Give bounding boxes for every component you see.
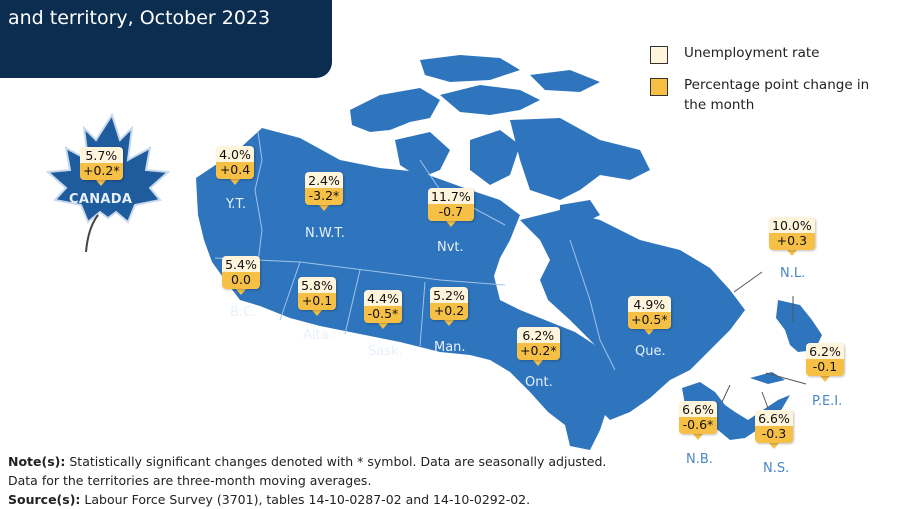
label-man: Man. <box>434 340 466 355</box>
label-nl: N.L. <box>780 266 806 281</box>
change-value: -0.6* <box>679 417 717 434</box>
callout-pointer <box>820 376 830 382</box>
canada-label: CANADA <box>69 192 133 207</box>
callout-pei: 6.2% -0.1 <box>806 343 844 382</box>
rate-value: 6.6% <box>755 410 793 426</box>
rate-value: 5.2% <box>430 287 468 303</box>
mainland <box>196 55 822 450</box>
label-nwt: N.W.T. <box>305 226 345 241</box>
legend-label-change: Percentage point change in the month <box>684 77 870 113</box>
callout-yt: 4.0% +0.4 <box>216 146 254 185</box>
label-que: Que. <box>635 344 666 359</box>
callout-pointer <box>786 250 797 256</box>
legend: Unemployment rate Percentage point chang… <box>650 43 884 126</box>
callout-canada: 5.7% +0.2* <box>80 147 123 186</box>
note-label: Note(s): <box>8 454 66 469</box>
callout-pointer <box>96 180 107 186</box>
change-value: +0.4 <box>216 162 254 179</box>
callout-man: 5.2% +0.2 <box>430 287 468 326</box>
callout-pointer <box>444 320 454 326</box>
label-pei: P.E.I. <box>812 394 843 409</box>
legend-item-change: Percentage point change in the month <box>650 75 884 115</box>
label-bc: B.C. <box>230 305 257 320</box>
legend-swatch-change <box>650 78 668 96</box>
change-value: -0.7 <box>428 204 474 221</box>
label-ns: N.S. <box>763 461 790 476</box>
rate-value: 6.2% <box>517 327 560 343</box>
change-value: +0.3 <box>769 233 815 250</box>
title-banner: Unemployment rate by province and territ… <box>0 0 332 78</box>
callout-nwt: 2.4% -3.2* <box>305 172 343 211</box>
callout-pointer <box>769 443 779 449</box>
leader-lines <box>721 271 807 409</box>
note-line: Note(s): Statistically significant chang… <box>8 452 608 490</box>
callout-pointer <box>319 205 329 211</box>
map-title: Unemployment rate by province and territ… <box>8 0 316 29</box>
callout-bc: 5.4% 0.0 <box>222 256 260 295</box>
callout-ont: 6.2% +0.2* <box>517 327 560 366</box>
change-value: -3.2* <box>305 188 343 205</box>
rate-value: 5.8% <box>298 277 336 293</box>
label-yt: Y.T. <box>226 197 246 212</box>
legend-item-rate: Unemployment rate <box>650 43 884 64</box>
rate-value: 4.4% <box>364 290 402 306</box>
callout-sask: 4.4% -0.5* <box>364 290 402 329</box>
callout-pointer <box>312 310 322 316</box>
callout-alta: 5.8% +0.1 <box>298 277 336 316</box>
callout-pointer <box>236 289 246 295</box>
change-value: -0.3 <box>755 426 793 443</box>
callout-nl: 10.0% +0.3 <box>769 217 815 256</box>
callout-que: 4.9% +0.5* <box>628 296 671 335</box>
callout-pointer <box>693 434 703 440</box>
rate-value: 11.7% <box>428 188 474 204</box>
rate-value: 5.7% <box>80 147 123 163</box>
legend-label-rate: Unemployment rate <box>684 45 820 61</box>
callout-pointer <box>378 323 388 329</box>
change-value: +0.2 <box>430 303 468 320</box>
change-value: +0.5* <box>628 312 671 329</box>
label-alta: Alta. <box>303 328 333 343</box>
note-text: Statistically significant changes denote… <box>8 454 607 488</box>
change-value: -0.5* <box>364 306 402 323</box>
label-nb: N.B. <box>686 452 713 467</box>
rate-value: 5.4% <box>222 256 260 272</box>
rate-value: 2.4% <box>305 172 343 188</box>
change-value: +0.2* <box>517 343 560 360</box>
change-value: +0.1 <box>298 293 336 310</box>
callout-pointer <box>533 360 544 366</box>
label-nvt: Nvt. <box>437 240 464 255</box>
rate-value: 10.0% <box>769 217 815 233</box>
rate-value: 4.0% <box>216 146 254 162</box>
callout-ns: 6.6% -0.3 <box>755 410 793 449</box>
footnotes: Note(s): Statistically significant chang… <box>8 452 608 509</box>
rate-value: 6.6% <box>679 401 717 417</box>
callout-pointer <box>230 179 240 185</box>
change-value: 0.0 <box>222 272 260 289</box>
label-ont: Ont. <box>525 375 553 390</box>
province-borders <box>214 131 616 371</box>
callout-pointer <box>644 329 655 335</box>
rate-value: 4.9% <box>628 296 671 312</box>
callout-nb: 6.6% -0.6* <box>679 401 717 440</box>
callout-pointer <box>445 221 456 227</box>
rate-value: 6.2% <box>806 343 844 359</box>
callout-nvt: 11.7% -0.7 <box>428 188 474 227</box>
change-value: -0.1 <box>806 359 844 376</box>
change-value: +0.2* <box>80 163 123 180</box>
label-sask: Sask. <box>368 344 403 359</box>
legend-swatch-rate <box>650 46 668 64</box>
